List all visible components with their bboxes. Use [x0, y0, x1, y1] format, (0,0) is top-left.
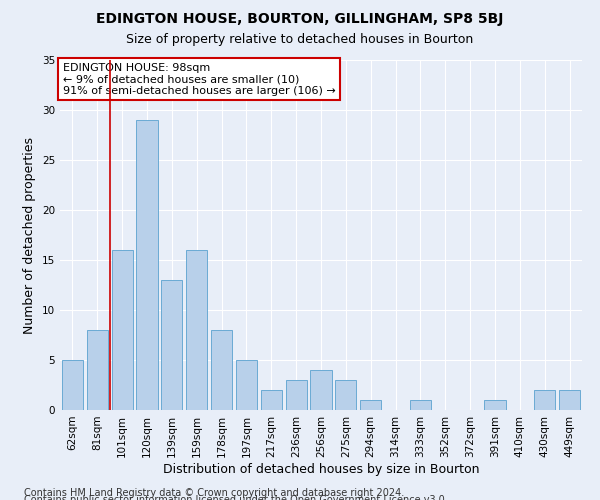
Bar — [310, 370, 332, 410]
Bar — [484, 400, 506, 410]
Text: Contains HM Land Registry data © Crown copyright and database right 2024.: Contains HM Land Registry data © Crown c… — [24, 488, 404, 498]
Bar — [360, 400, 381, 410]
Bar — [286, 380, 307, 410]
Bar — [87, 330, 108, 410]
Bar — [62, 360, 83, 410]
Bar — [410, 400, 431, 410]
Bar — [211, 330, 232, 410]
Text: EDINGTON HOUSE, BOURTON, GILLINGHAM, SP8 5BJ: EDINGTON HOUSE, BOURTON, GILLINGHAM, SP8… — [97, 12, 503, 26]
Bar — [112, 250, 133, 410]
Bar — [559, 390, 580, 410]
Bar — [161, 280, 182, 410]
Y-axis label: Number of detached properties: Number of detached properties — [23, 136, 37, 334]
Bar — [236, 360, 257, 410]
Bar — [136, 120, 158, 410]
Bar — [534, 390, 555, 410]
Text: Contains public sector information licensed under the Open Government Licence v3: Contains public sector information licen… — [24, 495, 448, 500]
Text: EDINGTON HOUSE: 98sqm
← 9% of detached houses are smaller (10)
91% of semi-detac: EDINGTON HOUSE: 98sqm ← 9% of detached h… — [63, 63, 335, 96]
Bar — [261, 390, 282, 410]
Bar — [186, 250, 207, 410]
Text: Size of property relative to detached houses in Bourton: Size of property relative to detached ho… — [127, 32, 473, 46]
Bar — [335, 380, 356, 410]
X-axis label: Distribution of detached houses by size in Bourton: Distribution of detached houses by size … — [163, 462, 479, 475]
